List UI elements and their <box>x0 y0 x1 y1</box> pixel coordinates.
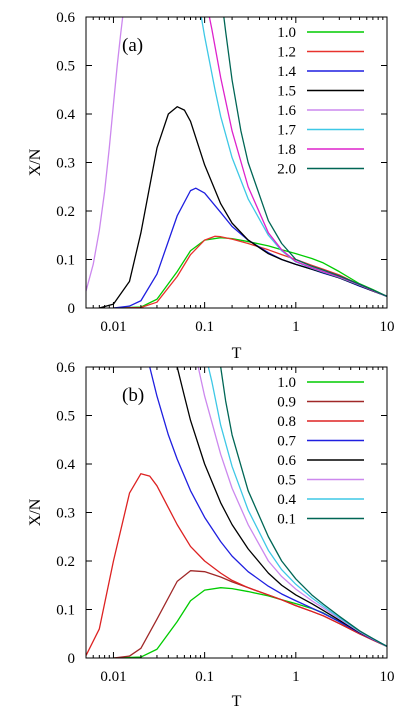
series-line-1-6 <box>86 17 124 292</box>
y-tick-label: 0.4 <box>56 457 75 473</box>
y-tick-label: 0.2 <box>56 204 75 220</box>
series-line-1-2 <box>113 235 387 308</box>
legend-label: 0.5 <box>277 473 296 489</box>
y-tick-label: 0.5 <box>56 59 75 75</box>
x-tick-label: 10 <box>380 669 395 685</box>
series-line-1-4 <box>113 187 387 308</box>
x-tick-label: 0.1 <box>195 319 214 335</box>
y-tick-label: 0.1 <box>56 603 75 619</box>
legend: 1.0 1.2 1.4 1.5 1.6 1.7 1.8 2.0 <box>277 25 364 178</box>
series-lines <box>86 17 387 308</box>
legend-label: 0.1 <box>277 512 296 528</box>
y-tick-label: 0.6 <box>56 360 75 376</box>
legend-label: 0.6 <box>277 453 296 469</box>
legend-label: 0.9 <box>277 395 296 411</box>
series-line-0-1 <box>220 367 387 647</box>
chart-panel-a: 00.10.20.30.40.50.60.01 0.1 1 10TX/N(a)1.01… <box>27 10 395 362</box>
legend-label: 1.0 <box>277 375 296 391</box>
x-tick-label: 0.01 <box>100 669 126 685</box>
y-tick-label: 0 <box>68 301 76 317</box>
y-axis-label: X/N <box>27 498 44 526</box>
y-tick-label: 0.5 <box>56 409 75 425</box>
legend-label: 1.2 <box>277 45 296 61</box>
series-lines <box>86 367 387 658</box>
series-line-0-6 <box>176 367 387 647</box>
x-tick-label: 1 <box>292 669 300 685</box>
legend-label: 1.8 <box>277 142 296 158</box>
plot-frame <box>85 366 388 659</box>
y-tick-label: 0.3 <box>56 506 75 522</box>
series-line-0-7 <box>149 367 387 647</box>
legend-label: 0.7 <box>277 434 296 450</box>
x-axis-label: T <box>232 345 242 362</box>
series-line-2-0 <box>223 17 387 297</box>
legend-label: 0.4 <box>277 492 296 508</box>
series-line-1-0 <box>113 237 387 308</box>
legend-label: 1.6 <box>277 103 296 119</box>
legend: 1.0 0.9 0.8 0.7 0.6 0.5 0.4 0.1 <box>277 375 364 528</box>
legend-label: 1.5 <box>277 84 296 100</box>
x-axis-label: T <box>232 693 242 710</box>
legend-label: 2.0 <box>277 162 296 178</box>
x-tick-label: 1 <box>292 319 300 335</box>
y-tick-label: 0 <box>68 651 76 667</box>
y-tick-label: 0.1 <box>56 253 75 269</box>
chart-panel-b: 0 0.1 0.2 0.3 0.4 0.5 0.6 0.01 0.1 1 10 T X/N (b) 1.0 0… <box>27 360 395 710</box>
panel-label: (a) <box>122 35 143 56</box>
series-line-0-8 <box>86 473 387 656</box>
panel-label: (b) <box>122 385 144 406</box>
y-axis-label: X/N <box>27 148 44 176</box>
legend-label: 0.8 <box>277 414 296 430</box>
x-tick-label: 0.01 <box>100 319 126 335</box>
series-line-0-9 <box>113 570 387 658</box>
plot-frame <box>85 16 388 309</box>
y-tick-label: 0.3 <box>56 156 75 172</box>
x-tick-label: 0.1 <box>195 669 214 685</box>
y-tick-label: 0.6 <box>56 10 75 26</box>
y-tick-label: 0.2 <box>56 554 75 570</box>
y-tick-label: 0.4 <box>56 107 75 123</box>
legend-label: 1.7 <box>277 123 296 139</box>
legend-label: 1.4 <box>277 64 296 80</box>
x-tick-label: 10 <box>380 319 395 335</box>
legend-label: 1.0 <box>277 25 296 41</box>
